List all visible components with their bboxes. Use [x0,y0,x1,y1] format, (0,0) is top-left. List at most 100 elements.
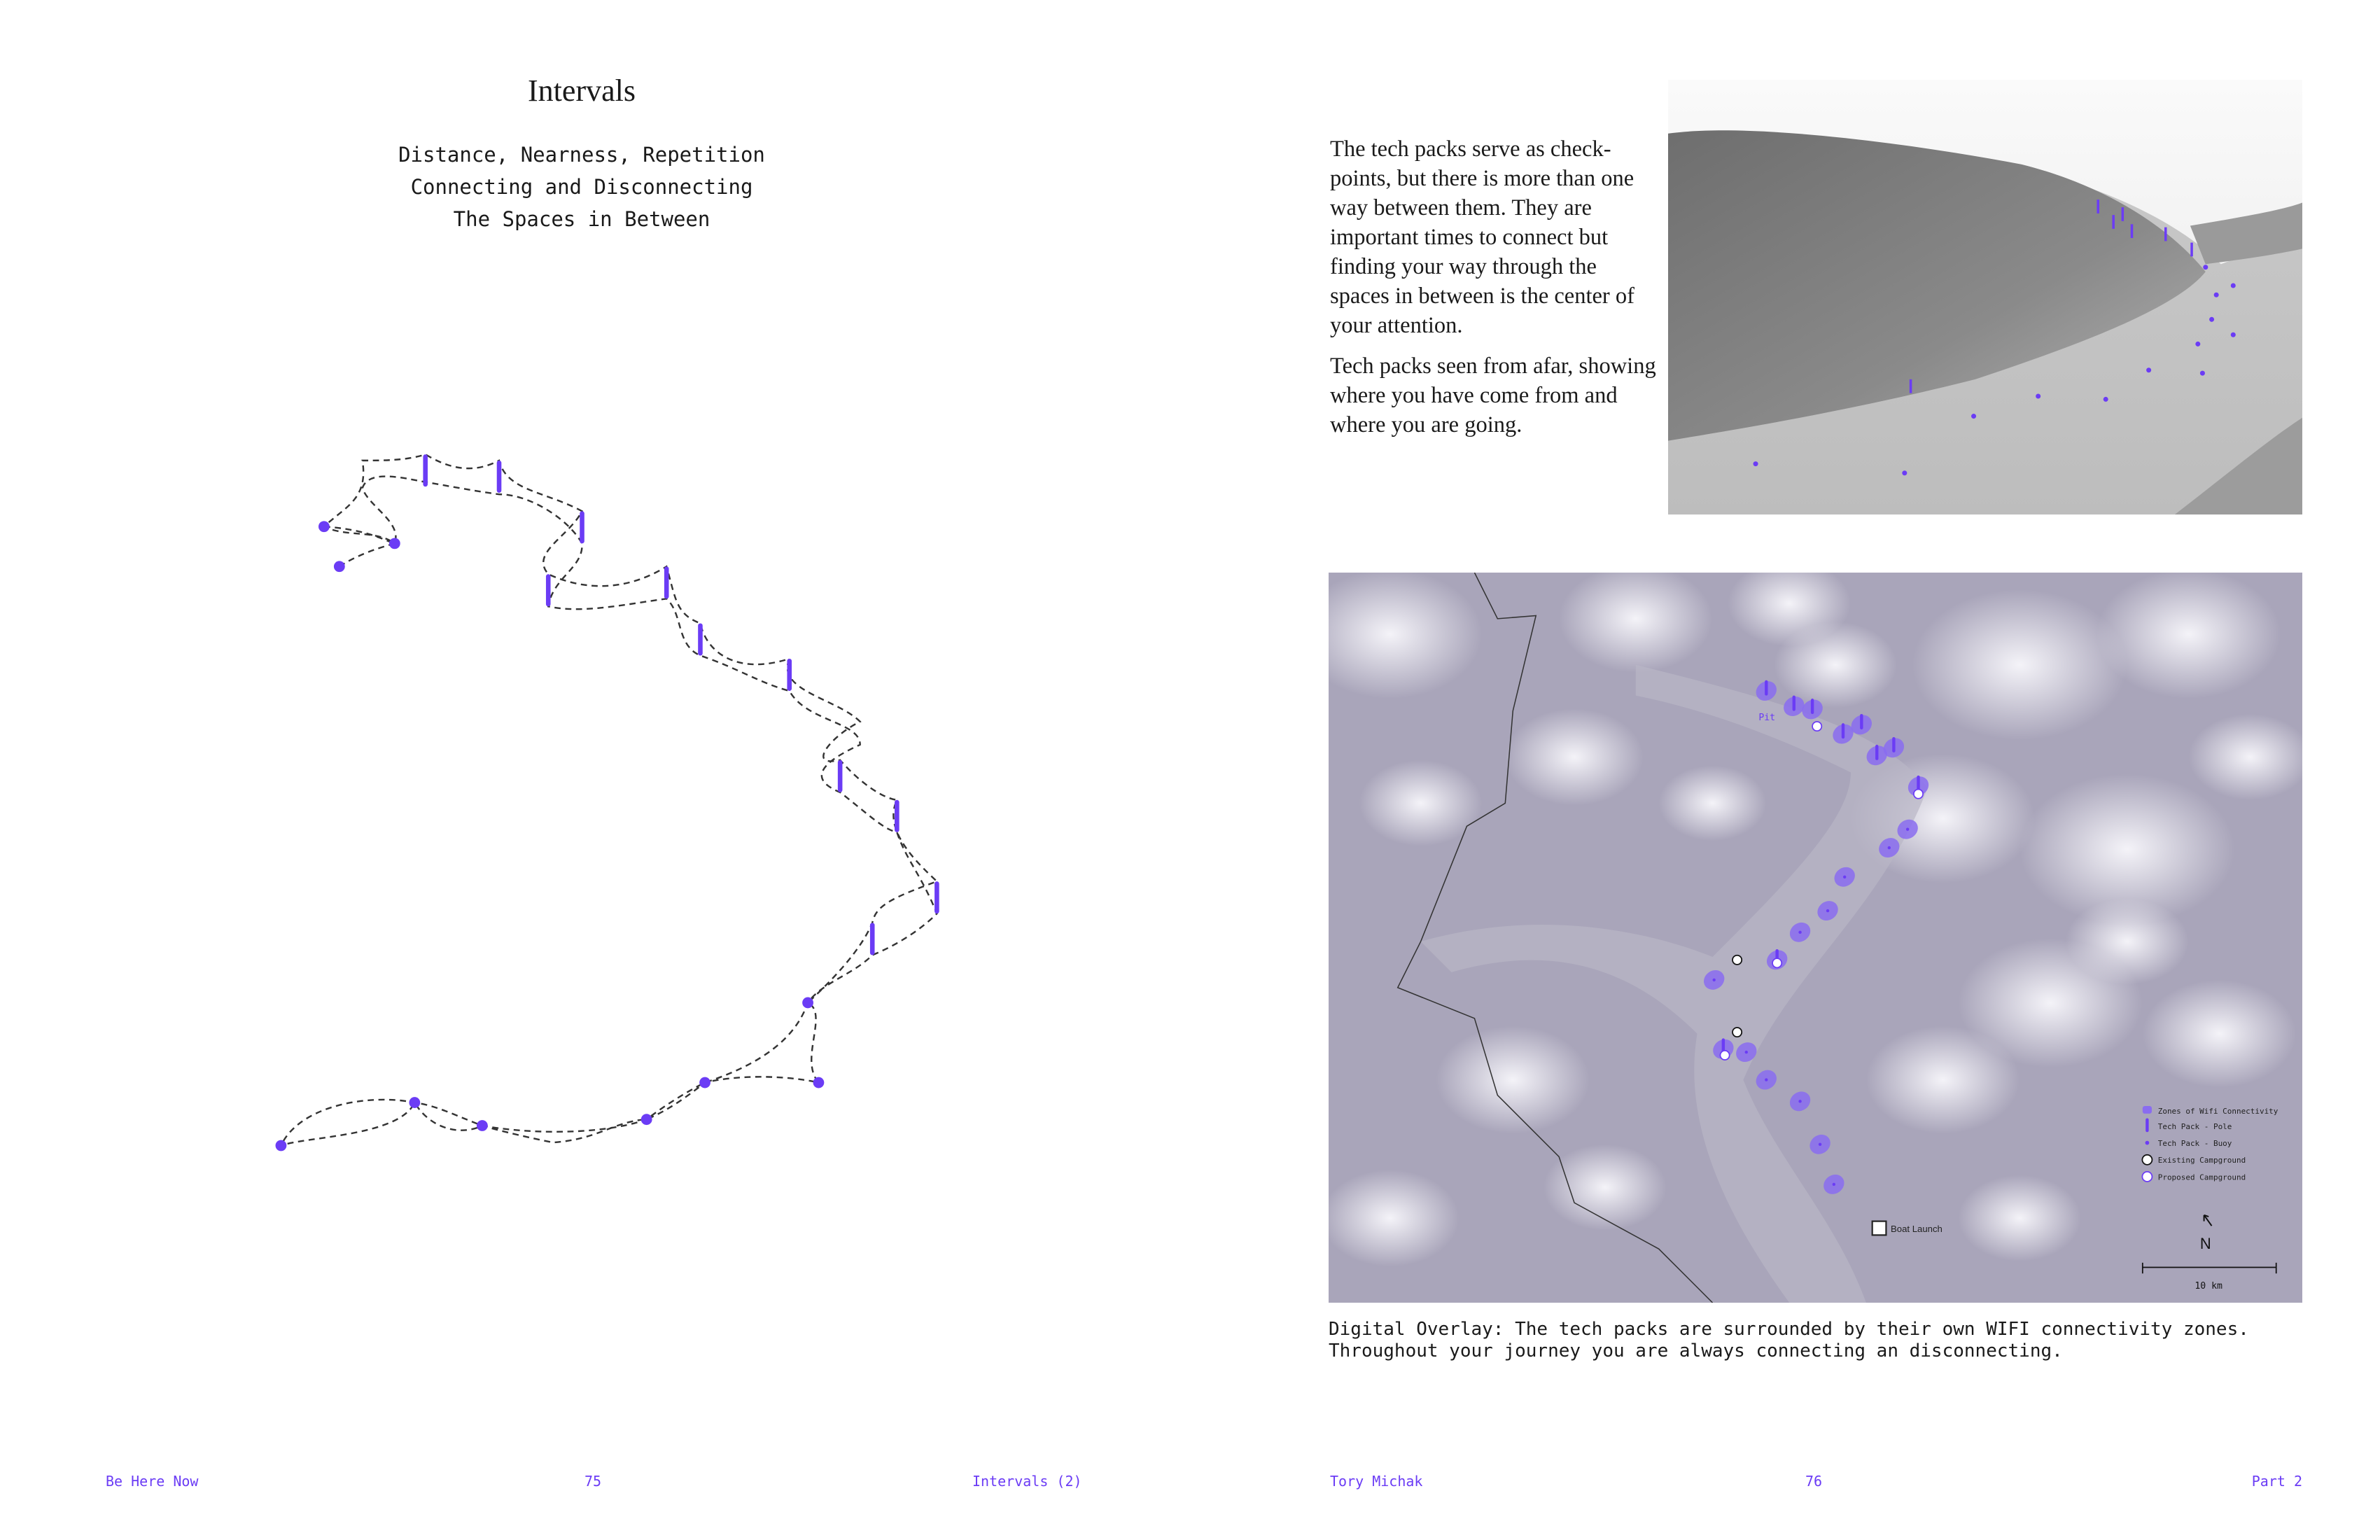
legend-label: Zones of Wifi Connectivity [2158,1107,2278,1116]
pole-icon [1841,723,1845,739]
route-path-b [281,453,939,1147]
buoy-icon [2145,1140,2150,1145]
buoy-icon [802,997,813,1009]
snow-patch [1958,1175,2082,1261]
buoy-icon [2146,368,2152,373]
buoy-icon [318,521,330,533]
snow-patch [1559,573,1713,673]
pole-icon [423,454,428,487]
buoy-icon [409,1097,421,1108]
buoy-icon [2203,265,2208,270]
snow-patch [1774,622,1897,708]
north-arrow-icon [2203,1214,2213,1226]
snow-patch [2096,573,2281,699]
legend-label: Tech Pack - Buoy [2158,1139,2232,1148]
existing-campground-icon [1732,954,1743,965]
buoy-icon [1902,470,1907,476]
pole-icon [1810,699,1814,715]
buoy-icon [1842,875,1847,878]
snow-patch [2019,774,2235,925]
buoy-icon [1832,1182,1836,1186]
pole-icon [1765,680,1768,696]
pole-icon [1860,714,1863,729]
proposed-campground-icon [1772,958,1783,969]
scale-bar [2141,1262,2277,1274]
buoy-icon [2103,396,2108,402]
subtitle-line: The Spaces in Between [453,207,710,231]
pole-icon [1792,695,1795,711]
snow-patch [1544,1144,1667,1231]
pit-label: Pit [1758,713,1775,723]
buoy-icon [813,1077,825,1088]
buoy-icon [2036,393,2041,399]
map-caption: Digital Overlay: The tech packs are surr… [1329,1319,2249,1362]
snow-patch [2188,714,2302,800]
snow-patch [1658,765,1767,841]
north-label: N [2200,1235,2211,1252]
route-diagram [275,453,939,1152]
pole-icon [2164,227,2167,241]
footer-page-number: 76 [1805,1473,1823,1490]
footer-author: Tory Michak [1330,1473,1423,1490]
pole-icon [496,460,502,493]
snow-patch [1505,708,1644,806]
snow-patch [1359,760,1483,846]
buoy-icon [2230,332,2236,337]
buoy-icon [2213,292,2219,298]
subtitle-line: Connecting and Disconnecting [410,175,753,199]
footer-section: Intervals (2) [972,1473,1082,1490]
pole-icon [2190,242,2193,257]
legend-label: Proposed Campground [2158,1172,2246,1182]
buoy-icon [275,1140,287,1152]
pole-icon [1917,775,1920,791]
pole-icon [1875,744,1879,760]
legend: Zones of Wifi Connectivity Tech Pack - P… [2141,1105,2278,1182]
boat-launch-label: Boat Launch [1891,1224,1942,1234]
snow-patch [2142,979,2297,1088]
snow-patch [1912,589,2127,741]
snow-patch [1436,1026,1590,1134]
footer-book-title: Be Here Now [106,1473,199,1490]
pole-icon [895,799,899,832]
pole-icon [580,511,584,544]
landscape-photo [1668,80,2302,514]
buoy-icon [1753,461,1758,467]
paragraph: The tech packs serve as check-points, bu… [1330,136,1634,338]
page-title: Intervals [528,74,636,108]
pole-icon [2096,200,2099,214]
buoy-icon [2209,316,2215,322]
buoy-icon [2230,283,2236,288]
buoy-icon [1826,909,1830,913]
buoy-icon [640,1114,652,1126]
buoy-icon [2199,370,2205,376]
footer-part: Part 2 [2251,1473,2302,1490]
snow-patch [1329,573,1483,699]
body-text: The tech packs serve as check-points, bu… [1330,134,1659,451]
buoy-icon [1765,1078,1768,1082]
footer-page-number: 75 [584,1473,602,1490]
existing-campground-icon [2141,1154,2153,1166]
buoy-icon [1971,414,1977,419]
boat-launch-icon [1871,1220,1887,1236]
paragraph: Tech packs seen from afar, showing where… [1330,354,1656,438]
pole-icon [2121,207,2124,221]
buoy-icon [2195,341,2201,346]
buoy-icon [388,538,400,550]
pole-icon [664,566,669,599]
buoy-icon [1798,1100,1802,1103]
pole-icon [787,658,792,692]
snow-patch [2066,898,2189,985]
buoy-icon [476,1120,488,1131]
proposed-campground-icon [1719,1050,1730,1060]
buoy-icon [1818,1142,1822,1147]
legend-label: Existing Campground [2158,1156,2246,1165]
existing-campground-icon [1732,1027,1743,1038]
pole-icon [1721,1038,1726,1054]
buoy-icon [1798,930,1802,934]
pole-icon [934,881,939,914]
pole-icon [545,574,551,607]
proposed-campground-icon [2141,1171,2153,1182]
buoy-icon [1905,827,1910,831]
pole-icon [1909,379,1912,393]
pole-icon [837,760,843,792]
